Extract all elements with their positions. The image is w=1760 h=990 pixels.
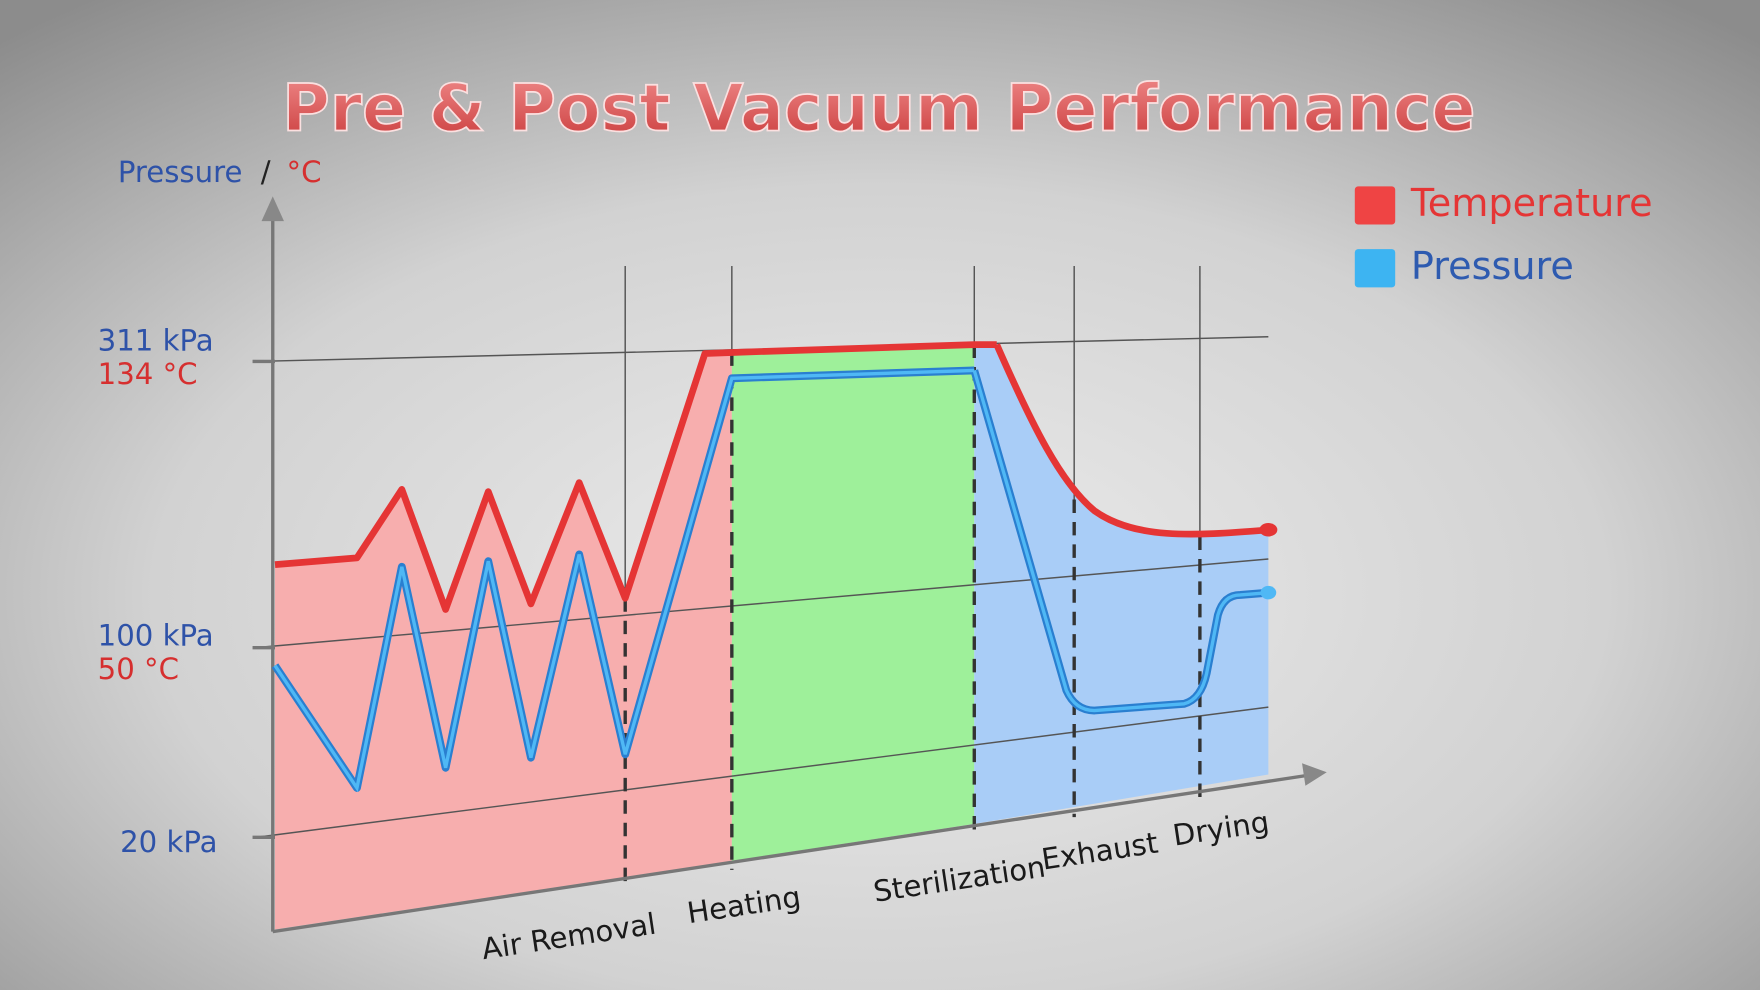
axis-label-pressure: Pressure xyxy=(118,155,243,189)
y-label-pressure: 20 kPa xyxy=(120,825,217,859)
grid-line xyxy=(255,558,1269,649)
phase-dividers xyxy=(623,266,1202,887)
temperature-end-dot xyxy=(1259,523,1278,537)
y-label-pressure: 311 kPa xyxy=(98,323,214,357)
axes xyxy=(252,215,1314,934)
legend-label: Temperature xyxy=(1410,181,1653,225)
axis-label-separator: / xyxy=(261,155,271,189)
legend-swatch xyxy=(1354,186,1396,225)
sterilization-area xyxy=(731,344,975,861)
temperature-curve xyxy=(274,341,997,613)
pressure-highlight xyxy=(972,369,1269,713)
axis-label-temperature: °C xyxy=(287,155,322,189)
y-label-pressure: 100 kPa xyxy=(98,619,214,653)
y-label-temperature: 134 °C xyxy=(98,357,198,391)
temperature-curve-end xyxy=(993,343,1269,538)
exhaust-drying-area xyxy=(974,344,1269,824)
legend-swatch xyxy=(1354,249,1396,288)
legend-label: Pressure xyxy=(1411,244,1574,288)
title: Pre & Post Vacuum Performance xyxy=(282,71,1475,146)
pressure-end-dot xyxy=(1260,585,1277,600)
pressure-highlight xyxy=(273,368,975,793)
axis-label: Pressure / °C xyxy=(118,155,322,189)
x-axis xyxy=(272,772,1314,934)
y-axis-arrow xyxy=(261,196,284,222)
x-axis-arrow xyxy=(1302,763,1327,786)
y-label-temperature: 50 °C xyxy=(98,652,179,686)
grid-line xyxy=(255,706,1269,839)
